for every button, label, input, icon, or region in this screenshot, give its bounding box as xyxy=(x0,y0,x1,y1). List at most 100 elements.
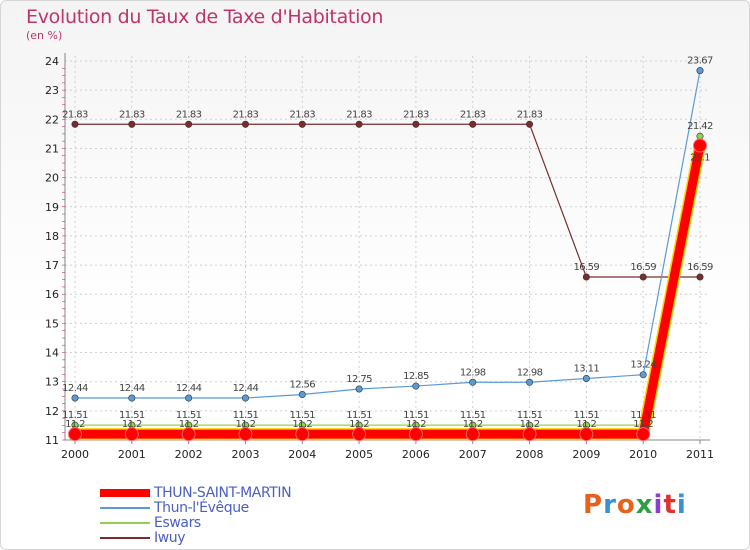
chart-title: Evolution du Taux de Taxe d'Habitation xyxy=(26,6,384,28)
data-label: 12.44 xyxy=(233,383,259,394)
y-tick-label: 24 xyxy=(45,55,59,68)
data-point xyxy=(241,120,249,128)
legend-label: THUN-SAINT-MARTIN xyxy=(154,484,292,501)
data-point xyxy=(128,120,136,128)
data-point xyxy=(639,371,647,379)
legend-swatch xyxy=(100,521,150,524)
data-label: 21.83 xyxy=(119,109,145,120)
y-tick-label: 16 xyxy=(45,288,59,301)
data-point xyxy=(185,394,193,402)
data-point xyxy=(355,120,363,128)
x-tick-label: 2005 xyxy=(345,448,373,461)
data-label: 21.83 xyxy=(403,109,429,120)
x-tick-label: 2000 xyxy=(61,448,89,461)
legend-swatch xyxy=(100,488,150,497)
x-tick-label: 2001 xyxy=(118,448,146,461)
data-label: 11.51 xyxy=(403,410,429,421)
data-label: 11.51 xyxy=(517,410,543,421)
x-tick-label: 2002 xyxy=(175,448,203,461)
data-point xyxy=(582,374,590,382)
data-label: 11.2 xyxy=(179,419,199,430)
x-tick-label: 2007 xyxy=(459,448,487,461)
logo-letter: i xyxy=(676,490,687,520)
data-label: 11.51 xyxy=(460,410,486,421)
data-label: 12.44 xyxy=(176,383,202,394)
data-point xyxy=(526,120,534,128)
data-point xyxy=(636,427,651,442)
y-tick-label: 22 xyxy=(45,113,59,126)
logo-letter: o xyxy=(616,490,636,520)
series-layer xyxy=(68,67,707,442)
data-point xyxy=(241,394,249,402)
data-point xyxy=(469,120,477,128)
logo-letter: i xyxy=(653,490,664,520)
data-label: 11.2 xyxy=(576,419,596,430)
data-label: 21.83 xyxy=(289,109,315,120)
y-tick-label: 21 xyxy=(45,142,59,155)
legend-swatch xyxy=(100,506,150,509)
data-labels: 21.83 21.83 21.83 21.83 21.83 21.83 21.83 21.83… xyxy=(62,56,713,431)
logo-letter: x xyxy=(635,490,654,520)
data-label: 12.98 xyxy=(517,367,543,378)
data-point xyxy=(352,427,367,442)
data-point xyxy=(696,273,704,281)
legend-swatch xyxy=(100,536,150,539)
x-tick-label: 2009 xyxy=(572,448,600,461)
y-tick-label: 17 xyxy=(45,259,59,272)
data-point xyxy=(295,427,310,442)
x-tick-label: 2003 xyxy=(231,448,259,461)
y-tick-label: 13 xyxy=(45,376,59,389)
data-point xyxy=(696,67,704,75)
data-label: 11.51 xyxy=(630,410,656,421)
data-label: 11.2 xyxy=(236,419,256,430)
data-point xyxy=(124,427,139,442)
data-label: 13.11 xyxy=(574,363,600,374)
y-tick-label: 19 xyxy=(45,201,59,214)
data-point xyxy=(412,382,420,390)
legend-item: Eswars xyxy=(100,515,291,531)
y-tick-label: 14 xyxy=(45,347,59,360)
data-label: 21.83 xyxy=(62,109,88,120)
data-point xyxy=(298,120,306,128)
data-point xyxy=(68,427,82,442)
y-tick-label: 11 xyxy=(45,434,59,447)
data-label: 12.85 xyxy=(403,371,429,382)
data-label: 11.51 xyxy=(574,410,600,421)
y-tick-label: 18 xyxy=(45,230,59,243)
legend-label: Iwuy xyxy=(154,529,186,546)
legend-item: Thun-l'Évêque xyxy=(100,500,291,516)
data-label: 12.98 xyxy=(460,367,486,378)
data-label: 21.42 xyxy=(687,121,713,132)
series-line xyxy=(75,144,705,439)
series-outline xyxy=(75,144,706,441)
logo-letter: t xyxy=(663,490,677,520)
data-label: 11.2 xyxy=(122,419,142,430)
series-line xyxy=(75,70,701,399)
data-label: 11.51 xyxy=(176,410,202,421)
data-point xyxy=(465,427,480,442)
data-label: 11.2 xyxy=(65,419,85,430)
data-point xyxy=(71,394,79,402)
data-label: 11.2 xyxy=(349,419,369,430)
data-label: 12.56 xyxy=(289,380,315,391)
y-tick-label: 15 xyxy=(45,317,59,330)
chart-subtitle: (en %) xyxy=(26,29,63,42)
data-point xyxy=(579,427,594,442)
legend-item: Iwuy xyxy=(100,529,291,546)
data-label: 11.2 xyxy=(406,419,426,430)
series-line xyxy=(75,136,701,426)
data-label: 21.83 xyxy=(233,109,259,120)
data-label: 11.2 xyxy=(292,419,312,430)
proxiti-logo: Proxiti xyxy=(583,490,687,520)
data-label: 13.24 xyxy=(630,360,656,371)
data-label: 12.44 xyxy=(62,383,88,394)
data-point xyxy=(238,427,253,442)
data-label: 11.2 xyxy=(520,419,540,430)
data-label: 21.83 xyxy=(460,109,486,120)
data-point xyxy=(185,120,193,128)
data-label: 11.51 xyxy=(289,410,315,421)
logo-letter: P xyxy=(583,490,604,520)
x-tick-label: 2010 xyxy=(629,448,657,461)
